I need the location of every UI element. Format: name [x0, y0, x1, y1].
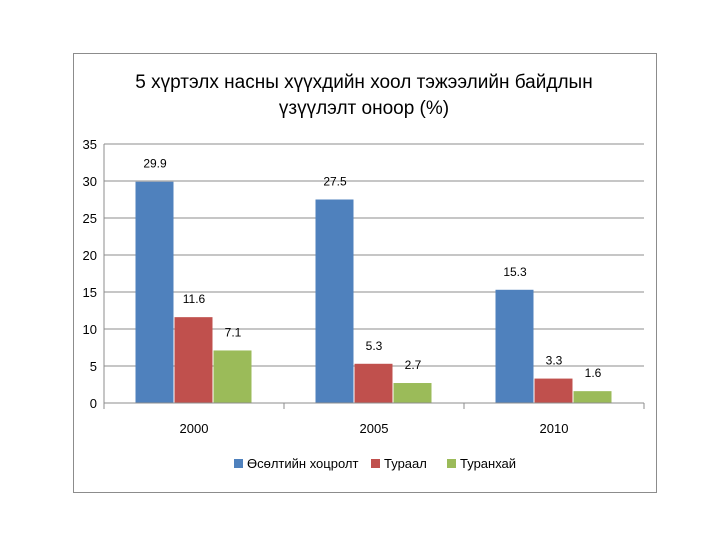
x-axis: 2000 2005 2010 — [103, 402, 645, 436]
data-label: 7.1 — [225, 325, 242, 339]
bar — [174, 317, 213, 403]
bars — [135, 181, 612, 403]
legend-swatch — [371, 459, 380, 468]
y-tick-label: 20 — [83, 248, 97, 263]
legend-swatch — [447, 459, 456, 468]
chart-title-line-1: 5 хүртэлх насны хүүхдийн хоол тэжээлийн … — [135, 72, 592, 93]
data-label: 5.3 — [366, 339, 383, 353]
y-tick-label: 30 — [83, 174, 97, 189]
bar — [393, 383, 432, 403]
x-category-label: 2010 — [540, 421, 569, 436]
data-label: 11.6 — [183, 292, 206, 306]
chart-frame: 5 хүртэлх насны хүүхдийн хоол тэжээлийн … — [73, 53, 657, 493]
data-label: 29.9 — [143, 157, 167, 171]
y-tick-label: 10 — [83, 322, 97, 337]
y-tick-label: 5 — [90, 359, 97, 374]
legend-label: Тураал — [384, 456, 427, 471]
chart-title-line-2: үзүүлэлт оноор (%) — [279, 98, 449, 119]
y-tick-label: 0 — [90, 396, 97, 411]
bar — [573, 391, 612, 403]
data-labels: 29.9 11.6 7.1 27.5 5.3 2.7 15.3 3.3 1.6 — [143, 157, 601, 380]
x-category-label: 2005 — [360, 421, 389, 436]
y-tick-label: 35 — [83, 137, 97, 152]
bar — [354, 363, 393, 403]
legend-label: Өсөлтийн хоцролт — [247, 456, 358, 471]
bar — [534, 378, 573, 403]
bar-chart: 5 хүртэлх насны хүүхдийн хоол тэжээлийн … — [83, 72, 645, 471]
data-label: 3.3 — [546, 354, 563, 368]
legend: Өсөлтийн хоцролт Тураал Туранхай — [234, 456, 516, 471]
y-axis-ticks: 0 5 10 15 20 25 30 35 — [83, 137, 97, 411]
bar — [315, 199, 354, 403]
chart-title: 5 хүртэлх насны хүүхдийн хоол тэжээлийн … — [135, 72, 592, 119]
data-label: 1.6 — [585, 366, 602, 380]
x-category-label: 2000 — [180, 421, 209, 436]
legend-label: Туранхай — [460, 456, 516, 471]
data-label: 15.3 — [503, 265, 527, 279]
legend-swatch — [234, 459, 243, 468]
y-tick-label: 25 — [83, 211, 97, 226]
data-label: 2.7 — [405, 358, 422, 372]
data-label: 27.5 — [323, 175, 347, 189]
bar — [213, 350, 252, 403]
y-tick-label: 15 — [83, 285, 97, 300]
bar — [495, 289, 534, 403]
bar — [135, 181, 174, 403]
